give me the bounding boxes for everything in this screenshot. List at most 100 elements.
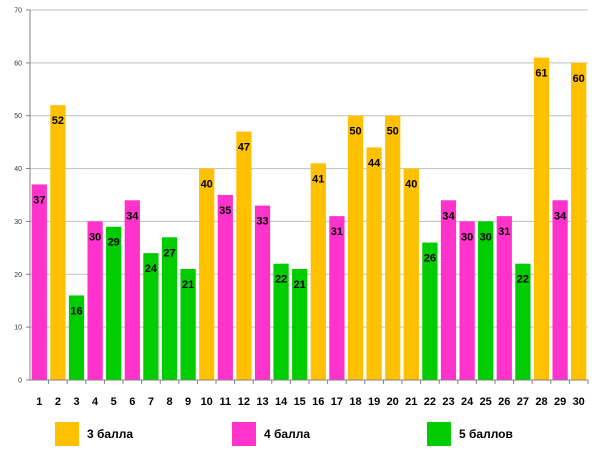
y-tick-label: 30 [14,219,22,226]
bar [403,168,419,380]
bar [329,216,345,380]
data-label: 30 [480,231,492,243]
x-tick-label: 6 [129,396,135,408]
x-tick-label: 18 [349,396,361,408]
data-label: 41 [312,173,324,185]
data-label: 50 [387,126,399,138]
data-label: 30 [461,231,473,243]
data-label: 40 [405,179,417,191]
legend-label-5: 5 баллов [459,427,513,441]
x-tick-label: 10 [201,396,213,408]
x-tick-label: 17 [331,396,343,408]
y-tick-label: 0 [18,378,22,385]
data-label: 22 [275,274,287,286]
bar [143,253,159,380]
y-tick-label: 60 [14,60,22,67]
bar [180,269,196,380]
data-label: 27 [163,247,175,259]
data-label: 31 [331,226,343,238]
data-label: 60 [573,73,585,85]
legend-swatch-3 [55,422,79,446]
x-tick-label: 20 [387,396,399,408]
data-label: 29 [108,237,120,249]
y-tick-label: 20 [14,272,22,279]
x-tick-label: 21 [405,396,417,408]
bar [366,147,382,380]
x-axis: 1 2 3 4 5 6 7 8 9 10 11 12 13 14 15 16 17 18 19 20 21 22 23 24 2… [30,379,589,408]
data-label: 35 [219,205,231,217]
bar [292,269,308,380]
x-tick-label: 13 [256,396,268,408]
data-label: 33 [256,216,268,228]
data-label: 34 [554,210,567,222]
data-label: 24 [145,263,158,275]
legend-label-4: 4 балла [264,427,311,441]
data-label: 34 [442,210,455,222]
data-labels: 37 52 16 30 29 34 24 27 21 40 35 47 33 22 21 41 31 50 44 50… [33,68,585,318]
bar [552,200,568,380]
x-tick-label: 25 [480,396,492,408]
x-tick-label: 16 [312,396,324,408]
bar [254,205,271,380]
bar [236,131,252,380]
bar [68,295,85,380]
bar [347,115,364,380]
x-tick-label: 23 [442,396,454,408]
x-tick-label: 7 [148,396,154,408]
data-label: 34 [126,210,139,222]
x-tick-label: 26 [498,396,510,408]
x-tick-label: 15 [294,396,306,408]
data-label: 50 [349,126,361,138]
bars [31,57,587,381]
x-tick-label: 29 [554,396,566,408]
x-tick-label: 19 [368,396,380,408]
legend-item-3: 3 балла [55,422,133,446]
legend-item-4: 4 балла [232,422,310,446]
legend-item-5: 5 баллов [427,422,513,446]
legend-swatch-5 [427,422,451,446]
x-tick-label: 30 [573,396,585,408]
bar [106,226,122,380]
data-label: 30 [89,231,101,243]
bar [385,115,401,380]
bar [515,263,531,380]
bar [496,216,512,380]
bar [440,200,457,380]
x-tick-label: 9 [185,396,191,408]
x-tick-label: 14 [275,396,288,408]
data-label: 21 [294,279,306,291]
data-label: 21 [182,279,194,291]
x-tick-label: 12 [238,396,250,408]
y-tick-label: 50 [14,113,22,120]
x-tick-label: 22 [424,396,436,408]
bar [124,200,140,380]
y-tick-label: 10 [14,325,22,332]
x-tick-label: 11 [219,396,231,408]
bar [533,57,550,380]
bar [50,105,66,381]
bar [31,184,47,380]
data-label: 31 [498,226,510,238]
data-label: 22 [517,274,529,286]
x-tick-label: 27 [517,396,529,408]
x-tick-label: 3 [73,396,79,408]
bar [87,221,103,380]
data-label: 44 [368,157,381,169]
y-axis: 0 10 20 30 40 50 60 70 [14,8,31,385]
y-tick-label: 70 [14,8,22,15]
x-tick-label: 5 [111,396,117,408]
data-label: 26 [424,253,436,265]
bar [199,168,215,380]
data-label: 37 [33,194,45,206]
bar [217,195,233,380]
legend-label-3: 3 балла [87,427,134,441]
x-tick-label: 1 [36,396,42,408]
legend-swatch-4 [232,422,256,446]
data-label: 61 [535,68,547,80]
bar [571,62,587,380]
bar [273,263,289,380]
data-label: 52 [52,115,64,127]
x-tick-label: 4 [92,396,99,408]
data-label: 16 [70,305,82,317]
